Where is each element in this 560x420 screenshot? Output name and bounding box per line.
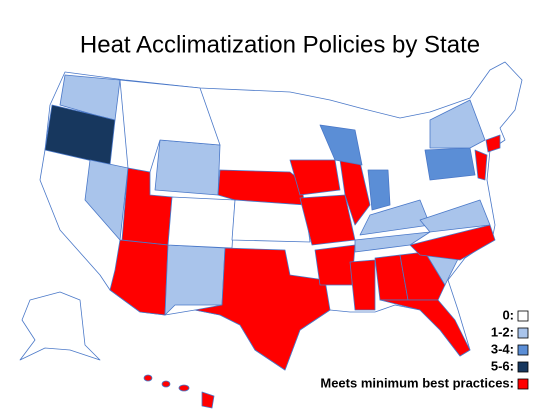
legend-swatch: [517, 310, 529, 322]
state: [161, 380, 171, 388]
legend-label: 5-6:: [491, 358, 514, 373]
state: [164, 244, 226, 316]
legend-swatch: [517, 378, 529, 390]
state: [379, 299, 471, 357]
state: [201, 391, 215, 409]
legend-label: 0:: [502, 307, 514, 322]
legend-label: Meets minimum best practices:: [320, 375, 514, 390]
state: [143, 374, 153, 382]
state: [167, 196, 236, 249]
state: [154, 139, 221, 196]
state: [429, 99, 486, 149]
state: [289, 159, 341, 196]
legend-swatch: [517, 327, 529, 339]
us-map: [19, 61, 523, 409]
state: [485, 134, 501, 153]
state: [319, 124, 363, 166]
state: [424, 147, 476, 181]
state: [367, 169, 391, 211]
state: [231, 199, 311, 243]
state: [409, 224, 496, 261]
title: Heat Acclimatization Policies by State: [80, 31, 480, 58]
state: [194, 247, 331, 371]
legend-label: 1-2:: [491, 324, 514, 339]
state: [314, 244, 356, 286]
legend-swatch: [517, 344, 529, 356]
legend-swatch: [517, 361, 529, 373]
state: [19, 291, 101, 361]
state: [109, 239, 169, 316]
state: [119, 79, 221, 173]
legend-label: 3-4:: [491, 341, 514, 356]
state: [44, 104, 116, 166]
state: [474, 149, 488, 181]
state: [178, 384, 190, 392]
state: [349, 259, 376, 311]
